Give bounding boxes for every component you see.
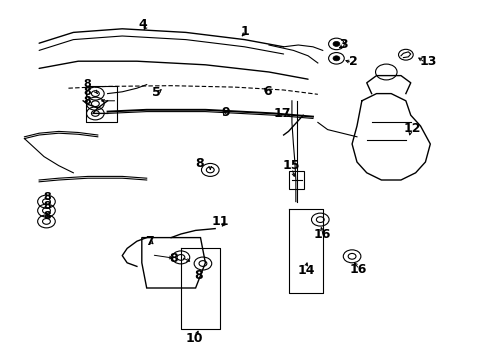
Text: 7: 7 (144, 235, 153, 248)
Text: 5: 5 (152, 86, 161, 99)
Text: 14: 14 (297, 264, 315, 276)
Text: 1: 1 (240, 25, 248, 38)
Text: 2: 2 (348, 55, 357, 68)
Text: 9: 9 (221, 106, 230, 119)
Text: 8: 8 (83, 96, 91, 106)
Text: 13: 13 (418, 55, 436, 68)
Text: 8: 8 (43, 192, 51, 202)
Text: 8: 8 (83, 87, 91, 97)
Text: 15: 15 (282, 159, 299, 172)
Text: 6: 6 (263, 85, 272, 98)
Text: 16: 16 (313, 228, 331, 241)
Text: 8: 8 (194, 269, 203, 282)
Text: 8: 8 (169, 252, 178, 265)
Text: 8: 8 (195, 157, 203, 170)
Text: 3: 3 (339, 38, 347, 51)
Text: 17: 17 (273, 107, 290, 120)
Text: 8: 8 (43, 211, 51, 221)
Circle shape (332, 41, 339, 46)
Text: 12: 12 (403, 122, 420, 135)
Circle shape (332, 56, 339, 61)
Text: 16: 16 (349, 263, 366, 276)
Text: 11: 11 (211, 215, 228, 228)
Text: 8: 8 (43, 201, 51, 211)
Text: 4: 4 (139, 18, 147, 31)
Text: 8: 8 (83, 79, 91, 89)
Text: 10: 10 (185, 332, 203, 345)
